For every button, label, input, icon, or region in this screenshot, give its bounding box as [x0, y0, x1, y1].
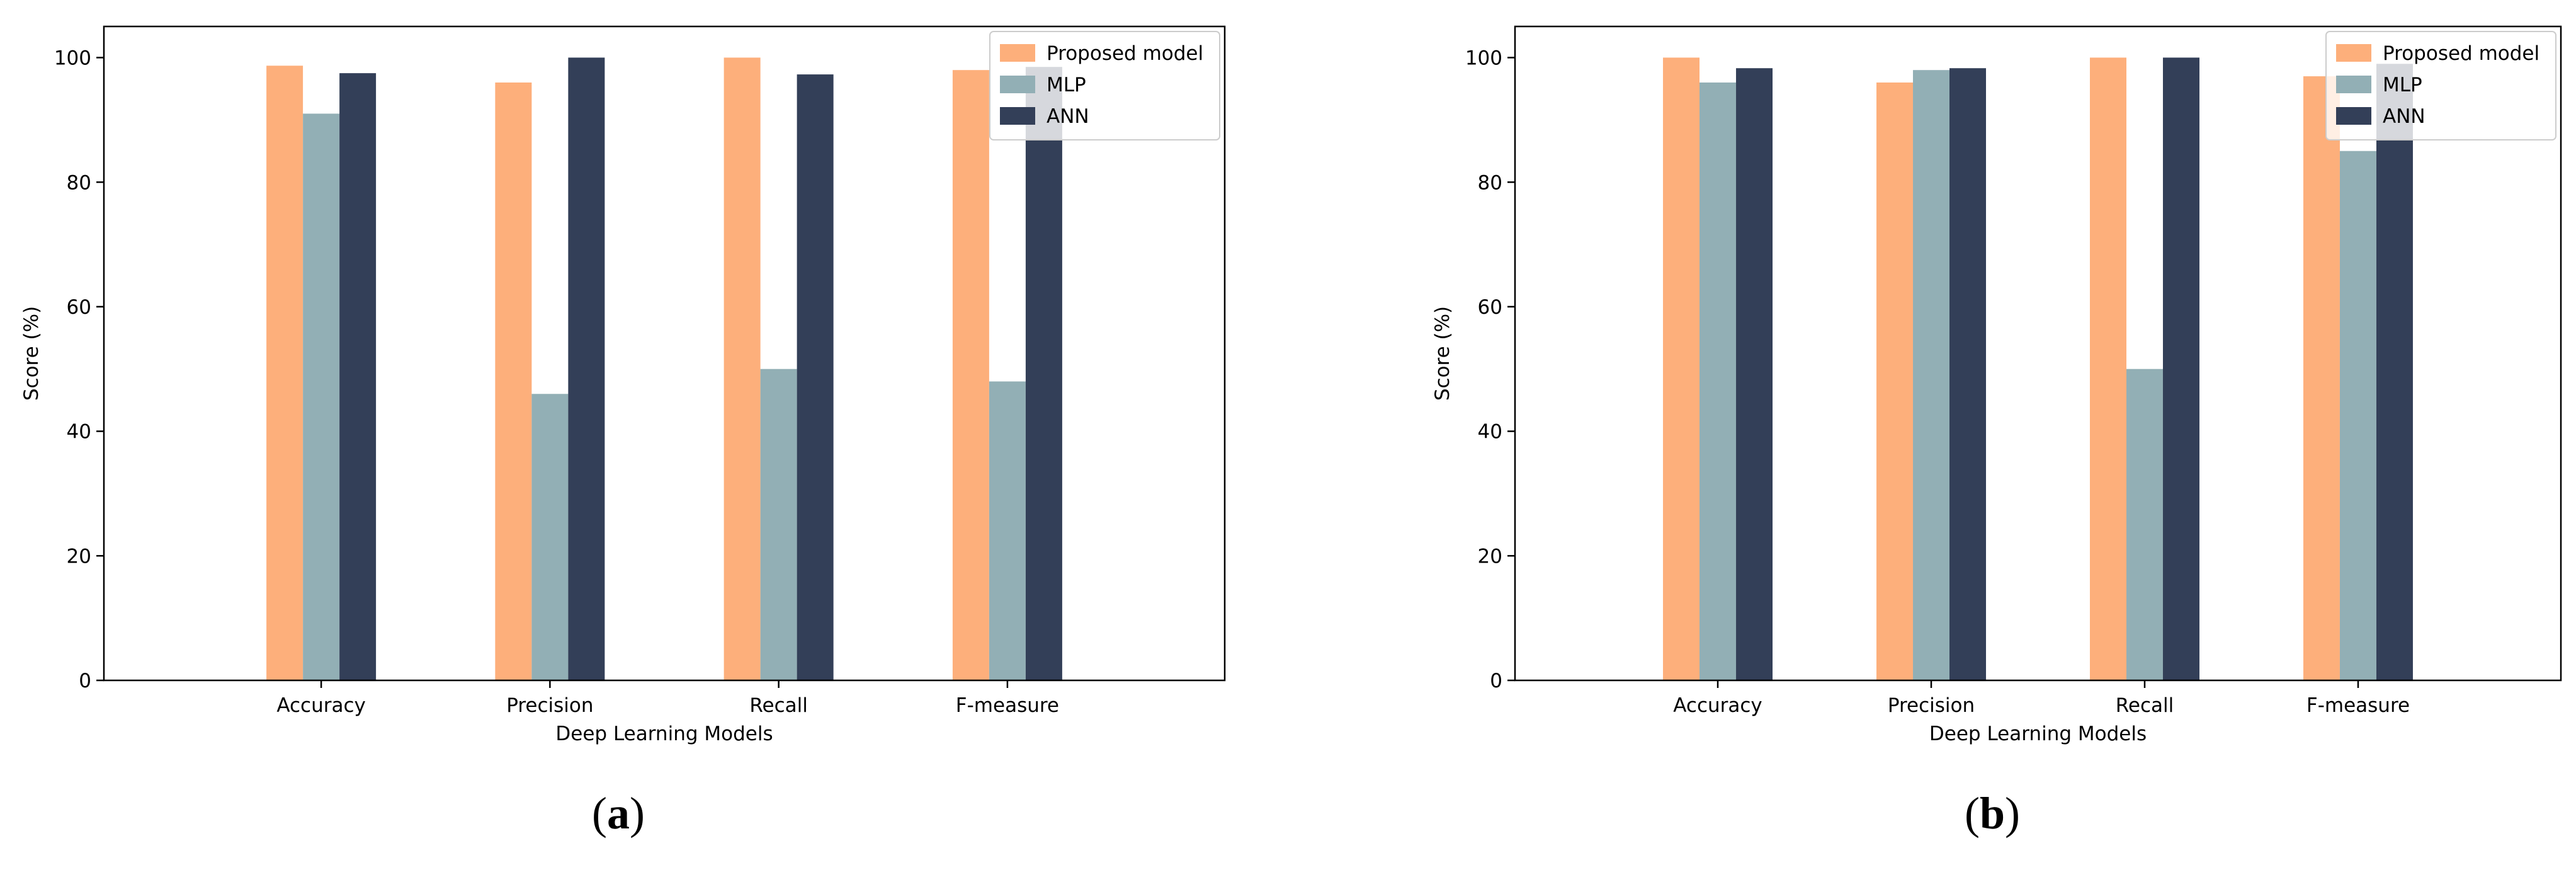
y-tick-label: 0	[1490, 670, 1502, 692]
legend-swatch-ann	[1000, 107, 1035, 125]
caption-b-open: (	[1965, 788, 1980, 839]
x-tick-label-precision: Precision	[506, 694, 593, 717]
caption-b-letter: b	[1979, 788, 2006, 839]
subfigure-caption-b: (b)	[1965, 787, 2020, 840]
bar-proposed-f-measure	[2303, 76, 2340, 681]
caption-a-letter: a	[606, 788, 630, 839]
y-tick-label: 20	[67, 545, 91, 568]
bar-mlp-precision	[1913, 70, 1950, 680]
bar-mlp-precision	[531, 394, 569, 680]
bar-mlp-accuracy	[303, 113, 340, 680]
y-tick-label: 80	[67, 171, 91, 194]
legend-box	[989, 31, 1220, 140]
legend-label-proposed: Proposed model	[2383, 42, 2539, 65]
y-tick-label: 60	[67, 296, 91, 319]
bar-ann-accuracy	[339, 73, 377, 680]
y-tick-label: 40	[67, 421, 91, 444]
legend-label-ann: ANN	[2383, 105, 2426, 128]
legend-label-mlp: MLP	[1047, 74, 1086, 96]
x-tick-label-f-measure: F-measure	[2306, 694, 2410, 717]
legend-swatch-mlp	[2336, 76, 2371, 93]
caption-b-close: )	[2005, 788, 2021, 839]
legend: Proposed model MLP ANN	[989, 31, 1220, 140]
legend-label-ann: ANN	[1047, 105, 1089, 128]
legend: Proposed model MLP ANN	[2325, 31, 2556, 140]
bar-ann-recall	[2162, 57, 2199, 680]
y-tick-label: 80	[1478, 171, 1502, 194]
x-tick-label-precision: Precision	[1888, 694, 1975, 717]
caption-a-close: )	[629, 788, 645, 839]
bar-mlp-f-measure	[2339, 151, 2376, 680]
bar-ann-f-measure	[1025, 67, 1062, 680]
chart-a: 0 20 40 60 80 100 Accuracy Precision Recall F-mea…	[20, 25, 1226, 745]
y-tick-label: 100	[54, 47, 91, 70]
bar-ann-recall	[797, 74, 834, 681]
legend-swatch-mlp	[1000, 76, 1035, 93]
x-tick-label-accuracy: Accuracy	[1673, 694, 1762, 717]
bar-ann-accuracy	[1736, 68, 1773, 681]
y-tick-label: 40	[1478, 421, 1502, 444]
x-tick-label-f-measure: F-measure	[956, 694, 1059, 717]
y-tick-label: 100	[1465, 47, 1502, 70]
x-axis-label: Deep Learning Models	[555, 723, 773, 745]
bar-ann-precision	[1949, 68, 1987, 681]
caption-a-open: (	[592, 788, 607, 839]
bar-ann-precision	[568, 57, 605, 680]
bar-proposed-f-measure	[952, 70, 989, 680]
bar-ann-f-measure	[2376, 64, 2413, 681]
x-tick-label-accuracy: Accuracy	[276, 694, 366, 717]
bar-proposed-accuracy	[266, 66, 304, 680]
axes-frame	[1514, 25, 2562, 682]
bar-proposed-precision	[495, 82, 532, 680]
chart-b: 0 20 40 60 80 100 Accuracy Precision Recall F-mea…	[1431, 25, 2562, 745]
legend-label-mlp: MLP	[2383, 74, 2422, 96]
subfigure-caption-a: (a)	[592, 787, 645, 840]
x-tick-label-recall: Recall	[2116, 694, 2174, 717]
legend-swatch-proposed	[2336, 44, 2371, 62]
bar-mlp-accuracy	[1699, 82, 1737, 680]
axes-frame	[103, 25, 1226, 682]
bar-proposed-precision	[1876, 82, 1914, 680]
x-axis-label: Deep Learning Models	[1929, 723, 2147, 745]
y-axis-label: Score (%)	[20, 306, 43, 401]
bar-mlp-recall	[760, 369, 797, 680]
legend-label-proposed: Proposed model	[1047, 42, 1203, 65]
bar-proposed-recall	[2089, 57, 2126, 680]
y-tick-label: 0	[79, 670, 91, 692]
y-axis-label: Score (%)	[1431, 306, 1454, 401]
x-tick-label-recall: Recall	[749, 694, 808, 717]
y-tick-label: 20	[1478, 545, 1502, 568]
legend-swatch-proposed	[1000, 44, 1035, 62]
bar-proposed-accuracy	[1663, 57, 1700, 680]
legend-box	[2325, 31, 2556, 140]
y-tick-label: 60	[1478, 296, 1502, 319]
bar-mlp-recall	[2126, 369, 2163, 680]
legend-swatch-ann	[2336, 107, 2371, 125]
bar-mlp-f-measure	[989, 381, 1026, 680]
bar-proposed-recall	[723, 57, 761, 680]
